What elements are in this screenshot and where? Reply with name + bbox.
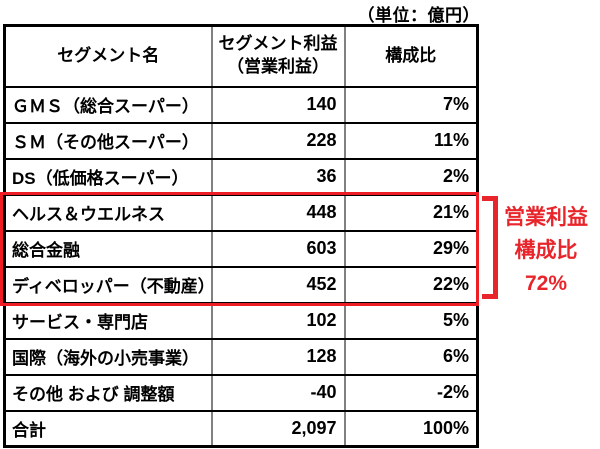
share-cell: 29% bbox=[343, 229, 479, 268]
segment-name-cell: 合計 bbox=[3, 409, 213, 448]
profit-cell: 36 bbox=[210, 157, 346, 196]
annotation-line-2: 構成比 bbox=[514, 239, 578, 262]
segment-name-cell: DS（低価格スーパー） bbox=[3, 157, 213, 196]
profit-cell: 448 bbox=[210, 193, 346, 232]
table-row: ＳＭ（その他スーパー） 228 11% bbox=[3, 121, 479, 160]
segment-name-cell: ＧＭＳ（総合スーパー） bbox=[3, 85, 213, 124]
header-share: 構成比 bbox=[343, 24, 479, 88]
segment-name-cell: 国際（海外の小売事業） bbox=[3, 337, 213, 376]
segment-name-cell: サービス・専門店 bbox=[3, 301, 213, 340]
table-row: 国際（海外の小売事業） 128 6% bbox=[3, 337, 479, 376]
annotation-line-3: 72% bbox=[524, 272, 568, 295]
segment-profit-table: セグメント名 セグメント利益 （営業利益） 構成比 ＧＭＳ（総合スーパー） 14… bbox=[3, 24, 479, 448]
table-row: DS（低価格スーパー） 36 2% bbox=[3, 157, 479, 196]
share-cell: -2% bbox=[343, 373, 479, 412]
table-header-row: セグメント名 セグメント利益 （営業利益） 構成比 bbox=[3, 24, 479, 88]
share-cell: 11% bbox=[343, 121, 479, 160]
profit-cell: 102 bbox=[210, 301, 346, 340]
header-segment-profit: セグメント利益 （営業利益） bbox=[210, 24, 346, 88]
share-cell: 2% bbox=[343, 157, 479, 196]
header-segment-name: セグメント名 bbox=[3, 24, 213, 88]
share-cell: 5% bbox=[343, 301, 479, 340]
profit-cell: -40 bbox=[210, 373, 346, 412]
unit-label: （単位：億円） bbox=[357, 6, 480, 25]
table-row-total: 合計 2,097 100% bbox=[3, 409, 479, 448]
profit-cell: 140 bbox=[210, 85, 346, 124]
table-row-highlighted: 総合金融 603 29% bbox=[3, 229, 479, 268]
share-cell: 7% bbox=[343, 85, 479, 124]
segment-name-cell: ディベロッパー（不動産） bbox=[3, 265, 213, 304]
annotation-line-1: 営業利益 bbox=[504, 206, 588, 229]
share-cell: 22% bbox=[343, 265, 479, 304]
segment-name-cell: ヘルス＆ウエルネス bbox=[3, 193, 213, 232]
table-row: サービス・専門店 102 5% bbox=[3, 301, 479, 340]
table-row: ＧＭＳ（総合スーパー） 140 7% bbox=[3, 85, 479, 124]
share-cell: 100% bbox=[343, 409, 479, 448]
bracket-shape bbox=[482, 196, 498, 299]
profit-cell: 603 bbox=[210, 229, 346, 268]
annotation-label: 営業利益 構成比 72% bbox=[496, 201, 596, 300]
profit-cell: 228 bbox=[210, 121, 346, 160]
table-row-highlighted: ヘルス＆ウエルネス 448 21% bbox=[3, 193, 479, 232]
profit-cell: 452 bbox=[210, 265, 346, 304]
profit-cell: 2,097 bbox=[210, 409, 346, 448]
share-cell: 21% bbox=[343, 193, 479, 232]
profit-cell: 128 bbox=[210, 337, 346, 376]
share-cell: 6% bbox=[343, 337, 479, 376]
table-row-highlighted: ディベロッパー（不動産） 452 22% bbox=[3, 265, 479, 304]
segment-name-cell: 総合金融 bbox=[3, 229, 213, 268]
segment-name-cell: ＳＭ（その他スーパー） bbox=[3, 121, 213, 160]
table-row: その他 および 調整額 -40 -2% bbox=[3, 373, 479, 412]
segment-name-cell: その他 および 調整額 bbox=[3, 373, 213, 412]
